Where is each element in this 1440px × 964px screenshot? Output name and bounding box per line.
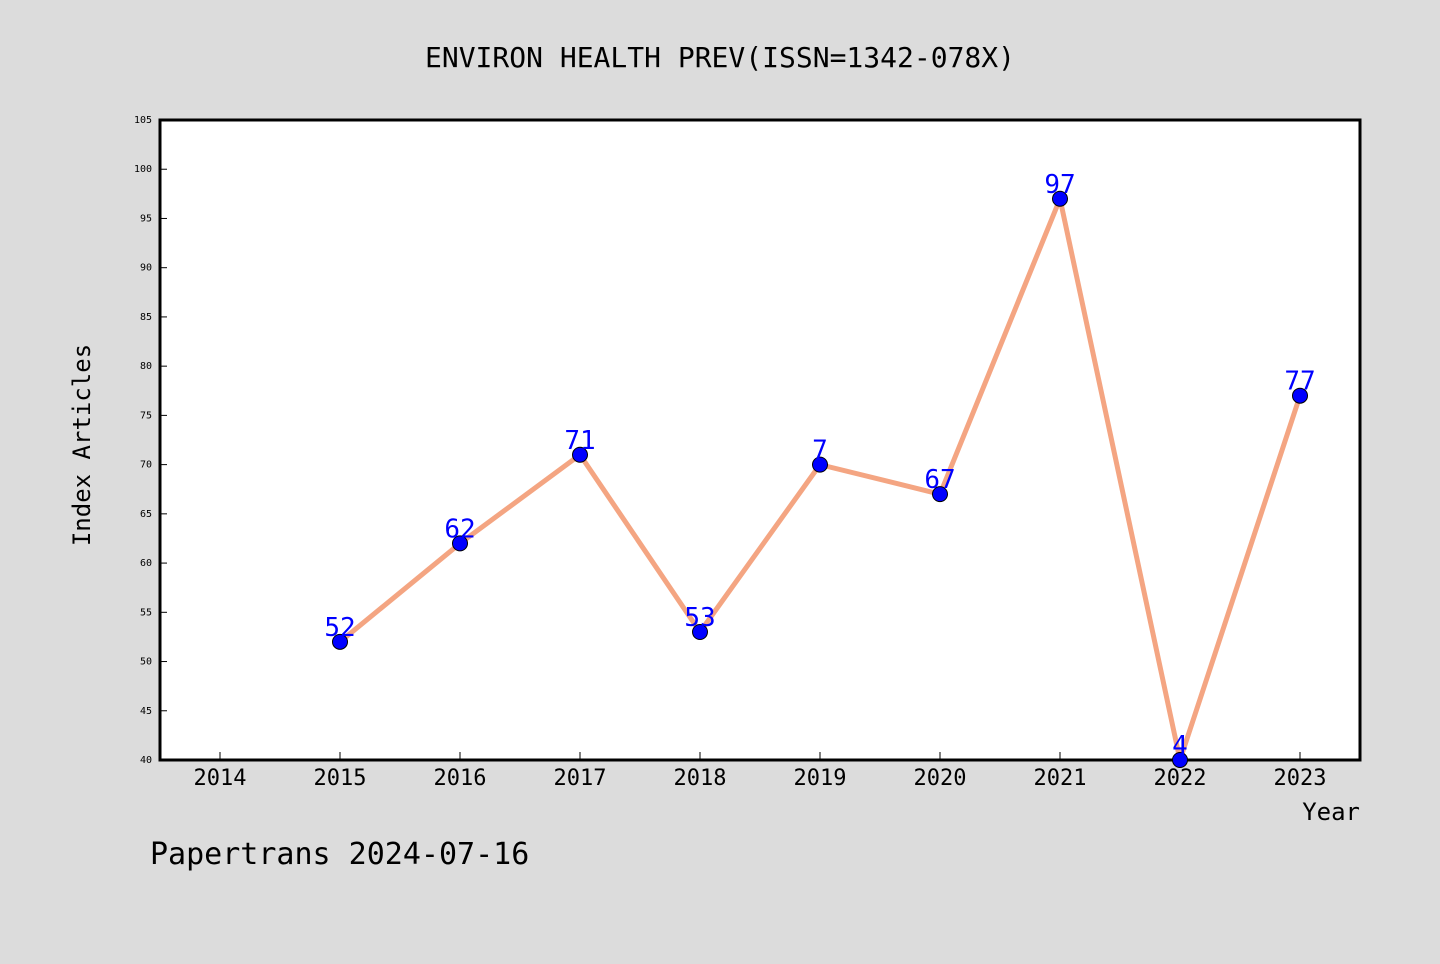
x-tick-label: 2022 bbox=[1154, 766, 1207, 791]
y-axis-label: Index Articles bbox=[68, 344, 96, 546]
data-point bbox=[692, 624, 708, 640]
data-point bbox=[332, 633, 348, 650]
y-tick-label: 85 bbox=[140, 312, 152, 323]
y-tick-label: 55 bbox=[140, 607, 152, 618]
x-tick-label: 2018 bbox=[674, 766, 727, 791]
data-label: 7 bbox=[812, 436, 828, 466]
y-tick-label: 80 bbox=[140, 361, 152, 372]
y-tick-label: 95 bbox=[140, 213, 152, 224]
data-label: 62 bbox=[444, 514, 475, 544]
plot-area bbox=[158, 118, 1362, 762]
x-tick-label: 2016 bbox=[434, 766, 487, 791]
data-label: 53 bbox=[684, 603, 715, 633]
y-tick-label: 45 bbox=[140, 706, 152, 717]
y-tick-label: 40 bbox=[140, 755, 152, 766]
x-tick-label: 2017 bbox=[554, 766, 607, 791]
data-point bbox=[1292, 387, 1308, 404]
series-layer: 52 62 71 53 7 67 97 4 77 bbox=[324, 170, 1316, 768]
footer-text: Papertrans 2024-07-16 bbox=[150, 837, 529, 872]
y-tick-label: 65 bbox=[140, 509, 152, 520]
y-tick-label: 105 bbox=[134, 115, 152, 126]
data-point bbox=[1052, 190, 1068, 207]
y-tick-label: 50 bbox=[140, 657, 152, 668]
data-point bbox=[812, 456, 828, 473]
x-tick-label: 2015 bbox=[314, 766, 367, 791]
y-tick-label: 90 bbox=[140, 263, 152, 274]
y-axis: 40 45 50 55 60 65 70 75 80 85 90 95 100 105 bbox=[134, 115, 167, 766]
data-label: 52 bbox=[324, 613, 355, 643]
data-point bbox=[572, 446, 588, 463]
x-tick-label: 2020 bbox=[914, 766, 967, 791]
data-label: 67 bbox=[924, 465, 955, 495]
data-point bbox=[1172, 752, 1188, 768]
y-tick-label: 70 bbox=[140, 460, 152, 471]
data-label: 71 bbox=[564, 426, 595, 456]
data-point bbox=[452, 535, 468, 552]
chart-title: ENVIRON HEALTH PREV(ISSN=1342-078X) bbox=[425, 41, 1015, 74]
data-point bbox=[932, 486, 948, 503]
x-tick-label: 2021 bbox=[1034, 766, 1087, 791]
data-label: 97 bbox=[1044, 170, 1075, 200]
data-label: 4 bbox=[1172, 731, 1188, 761]
x-axis: 2014 2015 2016 2017 2018 2019 2020 2021 2022 2023 bbox=[194, 752, 1327, 791]
y-tick-label: 100 bbox=[134, 164, 152, 175]
x-tick-label: 2014 bbox=[194, 766, 247, 791]
x-tick-label: 2023 bbox=[1274, 766, 1327, 791]
data-label: 77 bbox=[1284, 367, 1315, 397]
y-tick-label: 60 bbox=[140, 558, 152, 569]
x-axis-label: Year bbox=[1302, 798, 1360, 826]
x-tick-label: 2019 bbox=[794, 766, 847, 791]
y-tick-label: 75 bbox=[140, 410, 152, 421]
